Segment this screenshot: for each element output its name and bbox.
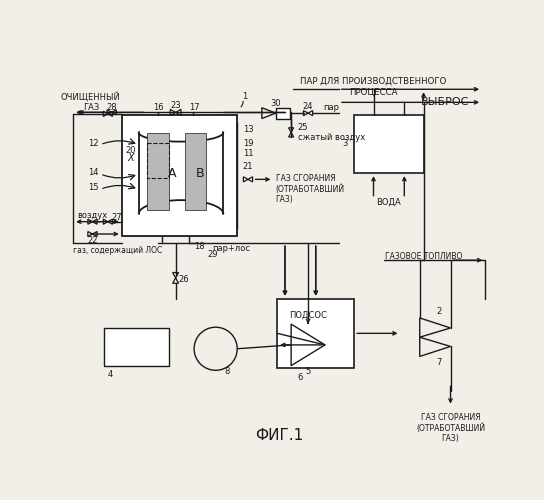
- Text: X: X: [128, 153, 134, 163]
- Text: ПАР ДЛЯ ПРОИЗВОДСТВЕННОГО
ПРОЦЕССА: ПАР ДЛЯ ПРОИЗВОДСТВЕННОГО ПРОЦЕССА: [300, 77, 447, 96]
- Text: 2: 2: [436, 308, 442, 316]
- Text: 18: 18: [194, 242, 205, 251]
- Text: ВЫБРОС: ВЫБРОС: [421, 98, 469, 108]
- Bar: [104, 328, 170, 366]
- Text: 7: 7: [436, 358, 442, 367]
- Text: 26: 26: [178, 275, 189, 284]
- Text: A: A: [168, 168, 176, 180]
- Text: 8: 8: [225, 368, 230, 376]
- Text: пар+лос: пар+лос: [212, 244, 250, 253]
- Text: ГАЗ СГОРАНИЯ
(ОТРАБОТАВШИЙ
ГАЗ): ГАЗ СГОРАНИЯ (ОТРАБОТАВШИЙ ГАЗ): [416, 412, 485, 443]
- Text: 6: 6: [298, 372, 303, 382]
- Bar: [354, 116, 424, 173]
- Text: 16: 16: [153, 103, 163, 112]
- Text: 4: 4: [108, 370, 113, 378]
- Text: 13: 13: [243, 125, 254, 134]
- Text: 1: 1: [242, 92, 248, 102]
- Bar: [277, 298, 354, 368]
- Text: 27: 27: [111, 212, 122, 222]
- Text: 14: 14: [88, 168, 98, 177]
- Bar: [147, 133, 169, 210]
- Text: воздух: воздух: [77, 211, 108, 220]
- Text: 29: 29: [207, 250, 218, 258]
- Text: 19: 19: [243, 138, 253, 147]
- Text: B: B: [196, 168, 205, 180]
- Text: ПОДСОС: ПОДСОС: [289, 310, 327, 320]
- Text: 15: 15: [88, 184, 98, 192]
- Text: 21: 21: [243, 162, 253, 171]
- Text: 3: 3: [343, 138, 348, 147]
- Text: ОЧИЩЕННЫЙ
ГАЗ: ОЧИЩЕННЫЙ ГАЗ: [61, 92, 121, 112]
- Text: 22: 22: [87, 236, 98, 246]
- Text: газ, содержащий ЛОС: газ, содержащий ЛОС: [73, 246, 163, 256]
- Text: ФИГ.1: ФИГ.1: [255, 428, 303, 444]
- Text: сжатый воздух: сжатый воздух: [298, 132, 366, 141]
- Text: ГАЗ СГОРАНИЯ
(ОТРАБОТАВШИЙ
ГАЗ): ГАЗ СГОРАНИЯ (ОТРАБОТАВШИЙ ГАЗ): [276, 174, 345, 204]
- Bar: [185, 133, 206, 210]
- Text: 30: 30: [270, 100, 281, 108]
- Bar: [276, 108, 289, 118]
- Bar: [147, 143, 169, 178]
- Text: 12: 12: [88, 138, 98, 147]
- Text: 5: 5: [305, 368, 311, 376]
- Text: 20: 20: [126, 146, 136, 156]
- Text: ГАЗОВОЕ ТОПЛИВО: ГАЗОВОЕ ТОПЛИВО: [385, 252, 462, 261]
- Text: 28: 28: [107, 103, 117, 112]
- Text: 11: 11: [243, 150, 253, 158]
- Text: 17: 17: [189, 103, 200, 112]
- Text: пар: пар: [324, 103, 339, 112]
- Text: 24: 24: [303, 102, 313, 110]
- Text: 25: 25: [297, 124, 308, 132]
- Text: 23: 23: [170, 101, 181, 110]
- Bar: [122, 116, 237, 236]
- Text: ВОДА: ВОДА: [376, 198, 401, 207]
